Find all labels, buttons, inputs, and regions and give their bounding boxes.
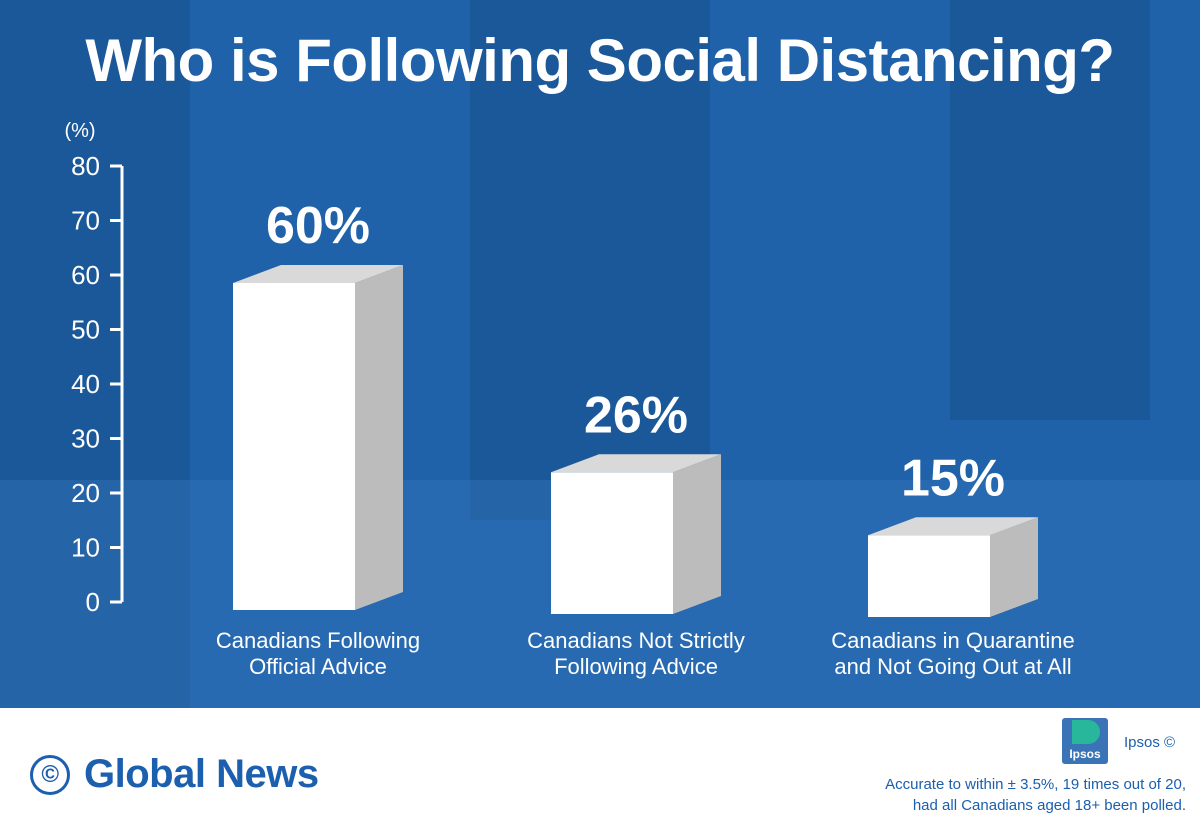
copyright-icon: © [30,754,70,795]
ipsos-logo-icon: Ipsos [1062,718,1108,764]
y-tick-label: 40 [71,369,100,399]
bar [551,472,673,614]
bg-silhouette-center [470,0,710,520]
ipsos-logo-arc [1072,720,1100,744]
chart-panel: Who is Following Social Distancing? 0 10 2… [0,0,1200,708]
bar-side-face [990,517,1038,617]
category-label: and Not Going Out at All [834,654,1071,679]
brand-name: Global News [84,752,319,796]
margin-of-error-note: Accurate to within ± 3.5%, 19 times out … [885,774,1186,816]
category-label: Following Advice [554,654,718,679]
y-tick-label: 70 [71,206,100,236]
bar [868,535,990,617]
y-tick-label: 80 [71,151,100,181]
brand-logo: © Global News [30,752,319,797]
page-title: Who is Following Social Distancing? [85,27,1115,94]
y-tick-label: 30 [71,424,100,454]
bar-chart: 0 10 20 30 40 50 60 70 80 (%) 60% Canadians Followi… [64,120,1074,679]
note-line-1: Accurate to within ± 3.5%, 19 times out … [885,776,1186,793]
category-label: Official Advice [249,654,387,679]
bar-side-face [355,265,403,610]
bar-top-face [551,454,721,473]
category-label: Canadians Following [216,628,420,653]
bar [233,283,355,610]
note-line-2: had all Canadians aged 18+ been polled. [912,797,1186,814]
y-tick-label: 10 [71,533,100,563]
bar-value-label: 26% [584,386,688,444]
ipsos-logo-text: Ipsos [1069,747,1101,761]
bg-silhouette-left [0,0,190,708]
category-label: Canadians Not Strictly [527,628,745,653]
bar-top-face [233,265,403,283]
bar-value-label: 60% [266,197,370,255]
y-tick-label: 50 [71,315,100,345]
y-tick-label: 60 [71,260,100,290]
bg-silhouette-right [950,0,1150,420]
bar-side-face [673,454,721,614]
y-tick-label: 0 [86,587,100,617]
y-axis-label: (%) [64,120,95,142]
bar-value-label: 15% [901,449,1005,507]
ipsos-credit: Ipsos © [1124,734,1176,751]
category-label: Canadians in Quarantine [831,628,1074,653]
y-tick-label: 20 [71,478,100,508]
bar-top-face [868,517,1038,536]
footer: © Global News Ipsos Ipsos © Accurate to … [0,708,1200,827]
